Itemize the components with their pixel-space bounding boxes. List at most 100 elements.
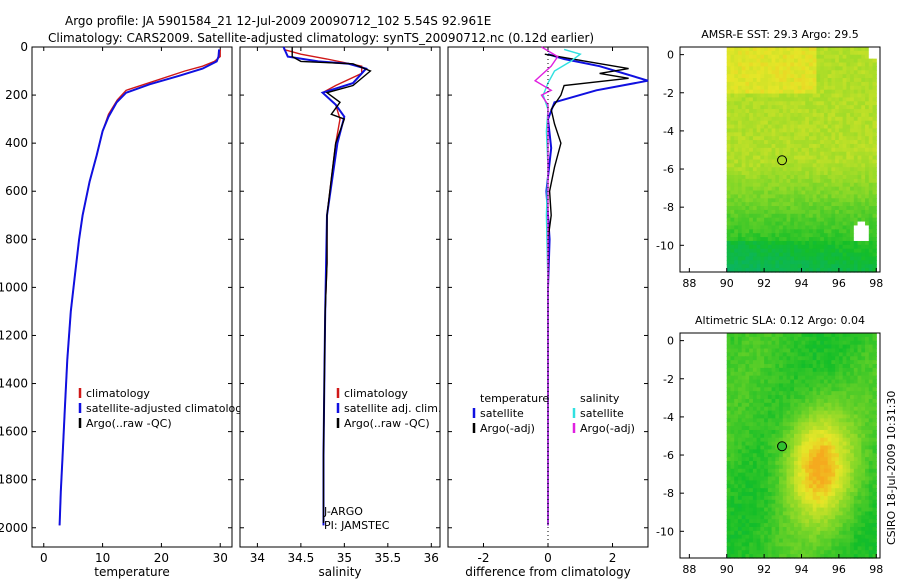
map-cell [771, 217, 776, 223]
map-cell [760, 464, 765, 470]
map-cell [737, 221, 743, 227]
map-cell [846, 70, 851, 75]
map-cell [730, 206, 735, 211]
map-cell [846, 352, 851, 357]
map-cell [797, 128, 803, 133]
map-cell [853, 93, 859, 99]
map-cell [764, 74, 769, 79]
map-cell [756, 499, 761, 505]
map-cell [865, 433, 870, 439]
map-cell [857, 441, 862, 447]
map-cell [872, 367, 877, 373]
map-cell [734, 352, 739, 357]
map-cell [827, 124, 832, 130]
map-cell [816, 155, 821, 161]
map-cell [868, 554, 874, 559]
map-cell [782, 495, 788, 501]
map-cell [730, 449, 735, 454]
map-cell [745, 379, 750, 385]
map-cell [790, 383, 795, 388]
map-cell [857, 206, 862, 211]
map-cell [838, 340, 844, 346]
map-cell [812, 523, 818, 528]
map-cell [779, 163, 784, 168]
map-cell [794, 503, 799, 509]
map-cell [831, 379, 836, 385]
map-cell [861, 495, 866, 501]
map-cell [835, 530, 840, 536]
map-cell [775, 453, 780, 458]
map-cell [797, 217, 803, 223]
map-cell [752, 395, 758, 400]
map-cell [842, 336, 847, 342]
map-frame [679, 46, 881, 273]
map-cell [734, 151, 739, 157]
map-cell [842, 206, 847, 211]
map-cell [857, 402, 862, 408]
map-cell [767, 209, 773, 215]
map-cell [868, 97, 874, 102]
map-cell [865, 461, 870, 466]
map-cell [737, 85, 743, 91]
x-tick-label: 90 [720, 563, 734, 576]
map-cell [857, 186, 862, 192]
map-cell [790, 550, 795, 555]
map-cell [872, 398, 877, 404]
map-cell [853, 155, 859, 161]
map-cell [752, 136, 758, 141]
map-cell [801, 418, 806, 423]
map-cell [816, 105, 821, 110]
map-cell [853, 336, 859, 342]
map-cell [790, 163, 795, 168]
map-cell [872, 101, 877, 106]
map-cell [801, 453, 806, 458]
map-cell [764, 206, 769, 211]
map-cell [820, 344, 825, 350]
map-cell [831, 217, 836, 223]
map-cell [838, 457, 844, 462]
map-cell [767, 464, 773, 470]
map-cell [835, 371, 840, 377]
map-cell [808, 147, 814, 153]
map-cell [741, 97, 747, 102]
map-cell [838, 70, 844, 75]
map-cell [764, 256, 769, 261]
map-cell [779, 109, 784, 114]
map-cell [775, 268, 780, 273]
map-cell [868, 175, 874, 180]
x-tick-label: 92 [757, 277, 771, 290]
map-cell [827, 495, 832, 501]
map-cell [764, 105, 769, 110]
map-cell [823, 50, 829, 56]
map-cell [823, 499, 829, 505]
map-cell [801, 264, 806, 269]
map-cell [816, 476, 821, 482]
map-cell [775, 429, 780, 435]
map-cell [794, 190, 799, 196]
map-cell [808, 499, 814, 505]
map-cell [853, 499, 859, 505]
map-cell [853, 50, 859, 56]
map-cell [797, 260, 803, 265]
map-cell [842, 186, 847, 192]
map-cell [767, 248, 773, 254]
map-cell [827, 422, 832, 427]
map-cell [805, 468, 810, 474]
map-cell [827, 437, 832, 443]
map-cell [760, 449, 765, 454]
map-cell [805, 217, 810, 223]
map-cell [872, 523, 877, 528]
map-cell [801, 209, 806, 215]
map-cell [745, 147, 750, 153]
map-cell [846, 499, 851, 505]
map-cell [786, 109, 791, 114]
map-cell [853, 213, 859, 219]
map-cell [730, 116, 735, 122]
map-cell [842, 50, 847, 56]
map-cell [820, 206, 825, 211]
map-cell [730, 356, 735, 361]
map-cell [872, 546, 877, 551]
y-tick-label: 800 [5, 232, 28, 246]
map-cell [782, 268, 788, 273]
map-cell [850, 406, 855, 412]
